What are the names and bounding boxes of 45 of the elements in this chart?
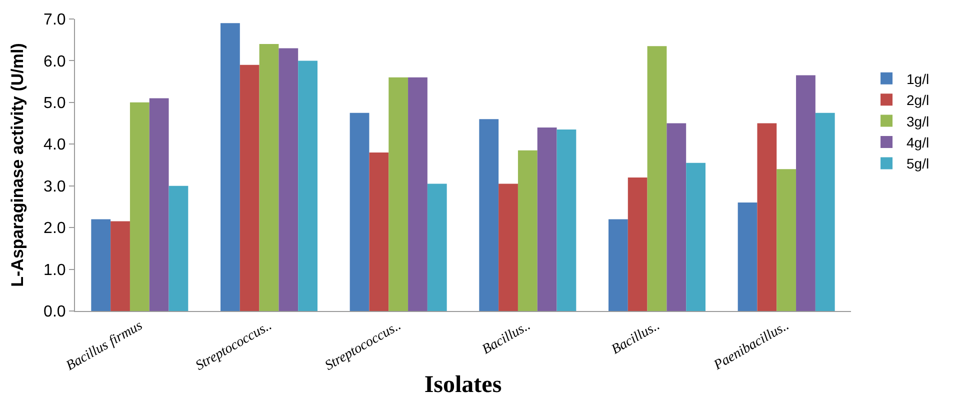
legend-label: 5g/l xyxy=(906,156,930,172)
bar xyxy=(479,119,499,311)
y-tick-label: 1.0 xyxy=(44,262,66,279)
y-tick-label: 0.0 xyxy=(44,304,66,321)
y-tick-label: 7.0 xyxy=(44,12,66,29)
y-tick-label: 4.0 xyxy=(44,136,66,154)
y-axis-title: L-Asparaginase activity (U/ml) xyxy=(8,43,28,287)
legend-label: 3g/l xyxy=(906,113,930,130)
bar xyxy=(240,64,260,311)
y-tick-label: 6.0 xyxy=(44,53,66,70)
bar xyxy=(408,77,428,311)
bar xyxy=(91,219,111,311)
bar xyxy=(647,46,667,311)
bar xyxy=(259,44,279,311)
bar xyxy=(608,219,628,311)
bar xyxy=(220,23,240,311)
bar xyxy=(149,98,169,311)
bar xyxy=(796,75,816,311)
bar xyxy=(757,123,777,311)
y-tick-label: 3.0 xyxy=(44,178,66,196)
bar xyxy=(427,184,447,311)
y-tick-label: 2.0 xyxy=(44,220,66,238)
bar xyxy=(369,152,389,311)
bar xyxy=(666,123,686,311)
bar xyxy=(628,178,648,311)
legend-label: 4g/l xyxy=(906,134,930,150)
bar xyxy=(130,102,150,311)
bar xyxy=(298,60,318,311)
bar xyxy=(168,186,188,311)
bar xyxy=(110,221,130,311)
bar xyxy=(518,150,538,311)
y-tick-label: 5.0 xyxy=(44,95,66,112)
legend-label: 1g/l xyxy=(906,70,930,87)
bar xyxy=(350,112,370,311)
bar xyxy=(815,112,835,311)
bar xyxy=(498,184,518,311)
bar xyxy=(537,127,557,311)
bar xyxy=(278,48,298,311)
bar xyxy=(556,130,576,311)
bar xyxy=(738,202,758,311)
bar xyxy=(686,162,706,311)
bar xyxy=(388,77,408,311)
bar xyxy=(776,169,796,311)
x-axis-title: Isolates xyxy=(424,372,502,398)
legend-label: 2g/l xyxy=(906,92,930,108)
